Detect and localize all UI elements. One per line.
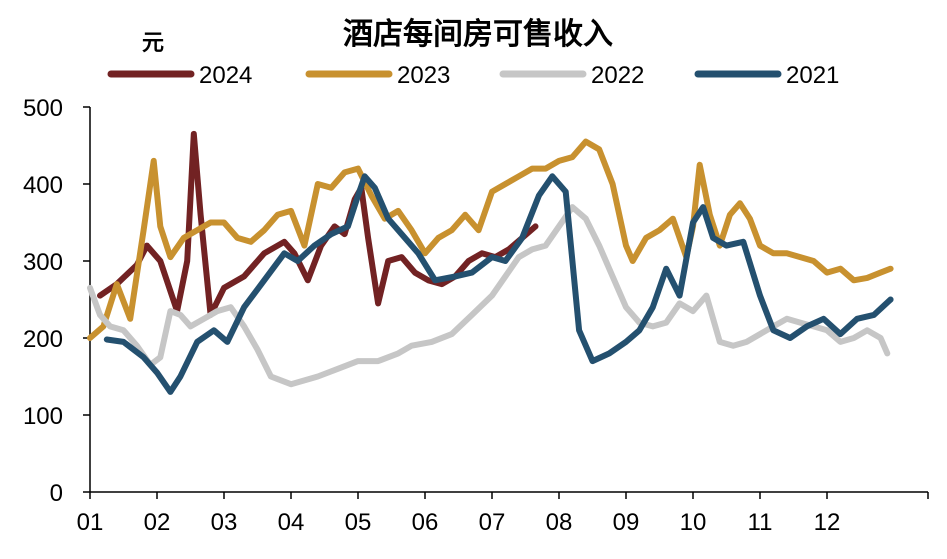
series-line-2023 <box>87 138 894 341</box>
x-tick-label: 05 <box>345 509 372 536</box>
series-line-2024 <box>97 130 539 318</box>
y-tick-label: 100 <box>23 403 63 430</box>
x-tick-label: 02 <box>144 509 171 536</box>
chart-legend: 2024 2023 2022 2021 <box>107 62 839 89</box>
x-tick-label: 11 <box>748 509 773 536</box>
x-tick-label: 04 <box>278 509 305 536</box>
legend-label-2023: 2023 <box>397 62 450 89</box>
series-line-2022 <box>87 204 891 388</box>
x-tick-label: 07 <box>479 509 506 536</box>
y-axis-ticks: 0 100 200 300 400 500 <box>23 95 90 507</box>
plot-area <box>87 130 894 395</box>
series-line-2021 <box>103 173 894 395</box>
x-tick-label: 12 <box>814 509 841 536</box>
chart-title: 酒店每间房可售收入 <box>343 17 613 52</box>
chart-axes <box>89 107 928 493</box>
y-tick-label: 300 <box>23 249 63 276</box>
x-tick-label: 06 <box>412 509 439 536</box>
x-tick-label: 01 <box>77 509 104 536</box>
legend-label-2021: 2021 <box>786 62 839 89</box>
x-tick-label: 10 <box>680 509 707 536</box>
y-tick-label: 500 <box>23 95 63 122</box>
x-tick-label: 08 <box>546 509 573 536</box>
legend-label-2024: 2024 <box>199 62 252 89</box>
legend-label-2022: 2022 <box>591 62 644 89</box>
y-tick-label: 200 <box>23 326 63 353</box>
y-axis-unit-label: 元 <box>142 31 164 56</box>
x-tick-label: 03 <box>211 509 238 536</box>
x-tick-label: 09 <box>613 509 640 536</box>
y-tick-label: 400 <box>23 172 63 199</box>
y-tick-label: 0 <box>50 480 63 507</box>
x-axis-ticks: 01 02 03 04 05 06 07 08 09 10 11 12 <box>77 492 929 536</box>
